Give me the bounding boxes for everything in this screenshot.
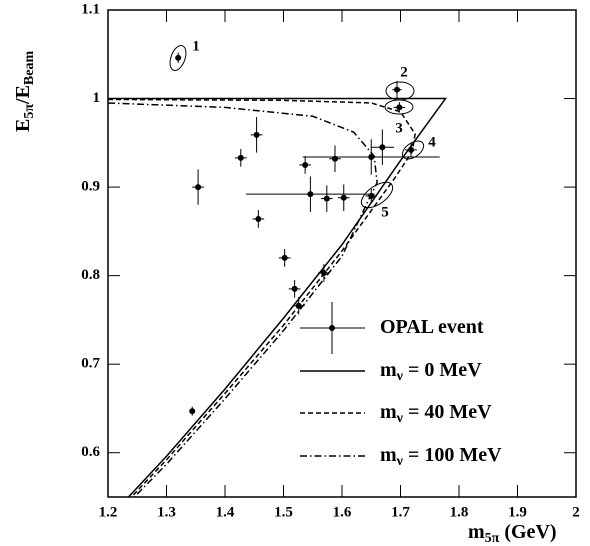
data-point	[189, 408, 196, 415]
x-tick-label: 1.4	[216, 504, 235, 520]
legend-label: mν = 100 MeV	[380, 444, 502, 470]
annotation-ellipse	[384, 99, 414, 115]
legend-name: m	[380, 359, 397, 381]
data-point	[237, 154, 244, 161]
x-tick-label: 1.2	[99, 504, 118, 520]
annotation-label: 3	[395, 120, 403, 136]
y-label-sub: 5π	[22, 104, 37, 119]
y-tick-label: 0.6	[81, 444, 100, 460]
annotation-label: 1	[192, 38, 200, 54]
annotation-label: 2	[400, 64, 408, 80]
legend-label: mν = 0 MeV	[380, 359, 482, 385]
data-point	[281, 254, 288, 261]
x-label-sub: 5π	[485, 531, 500, 546]
curve	[108, 98, 416, 497]
legend-sub: ν	[396, 411, 404, 426]
y-tick-label: 0.8	[81, 267, 100, 283]
x-tick-label: 1.3	[157, 504, 176, 520]
y-tick-label: 0.9	[81, 179, 100, 195]
data-point	[393, 86, 400, 93]
annotation-ellipse	[401, 140, 425, 160]
x-tick-label: 1.6	[333, 504, 352, 520]
x-tick-label: 1.8	[450, 504, 469, 520]
data-point	[379, 144, 386, 151]
annotation-label: 4	[428, 134, 436, 150]
data-point	[255, 215, 262, 222]
legend-value: = 100 MeV	[403, 444, 502, 466]
curve	[108, 97, 448, 497]
annotation-label: 5	[381, 204, 389, 220]
y-label-sub2: Beam	[22, 51, 37, 86]
annotation-ellipse	[385, 81, 415, 101]
legend-name: m	[380, 401, 397, 423]
legend-label: OPAL event	[380, 316, 484, 338]
data-point	[302, 161, 309, 168]
x-tick-label: 1.5	[274, 504, 293, 520]
x-tick-label: 1.7	[391, 504, 410, 520]
legend-marker	[329, 325, 335, 331]
y-tick-label: 1.1	[81, 1, 100, 17]
annotation-ellipse	[360, 181, 394, 209]
annotation-ellipse	[169, 45, 187, 71]
data-point	[323, 195, 330, 202]
plot-frame	[107, 9, 577, 498]
x-axis-label: m5π (GeV)	[468, 521, 557, 546]
data-point	[307, 191, 314, 198]
data-point	[195, 184, 202, 191]
data-point	[175, 54, 182, 61]
data-point	[331, 155, 338, 162]
legend-value: = 40 MeV	[403, 401, 492, 423]
data-point	[396, 104, 403, 111]
y-tick-label: 0.7	[81, 356, 100, 372]
data-point	[340, 194, 347, 201]
x-tick-label: 2	[572, 504, 580, 520]
curve	[108, 102, 378, 497]
x-tick-label: 1.9	[508, 504, 527, 520]
legend-value: = 0 MeV	[403, 359, 482, 381]
legend-sub: ν	[396, 369, 404, 384]
legend-name: m	[380, 444, 397, 466]
x-label-unit: (GeV)	[499, 521, 556, 543]
legend-sub: ν	[396, 454, 404, 469]
y-label-main: E	[12, 119, 34, 132]
y-axis-label: E5π/EBeam	[12, 51, 38, 132]
y-label-main2: /E	[12, 85, 34, 105]
data-point	[253, 131, 260, 138]
x-label-main: m	[468, 521, 485, 543]
legend-label: mν = 40 MeV	[380, 401, 492, 427]
y-tick-label: 1	[93, 90, 101, 106]
legend-name: OPAL event	[380, 316, 484, 338]
data-point	[291, 285, 298, 292]
